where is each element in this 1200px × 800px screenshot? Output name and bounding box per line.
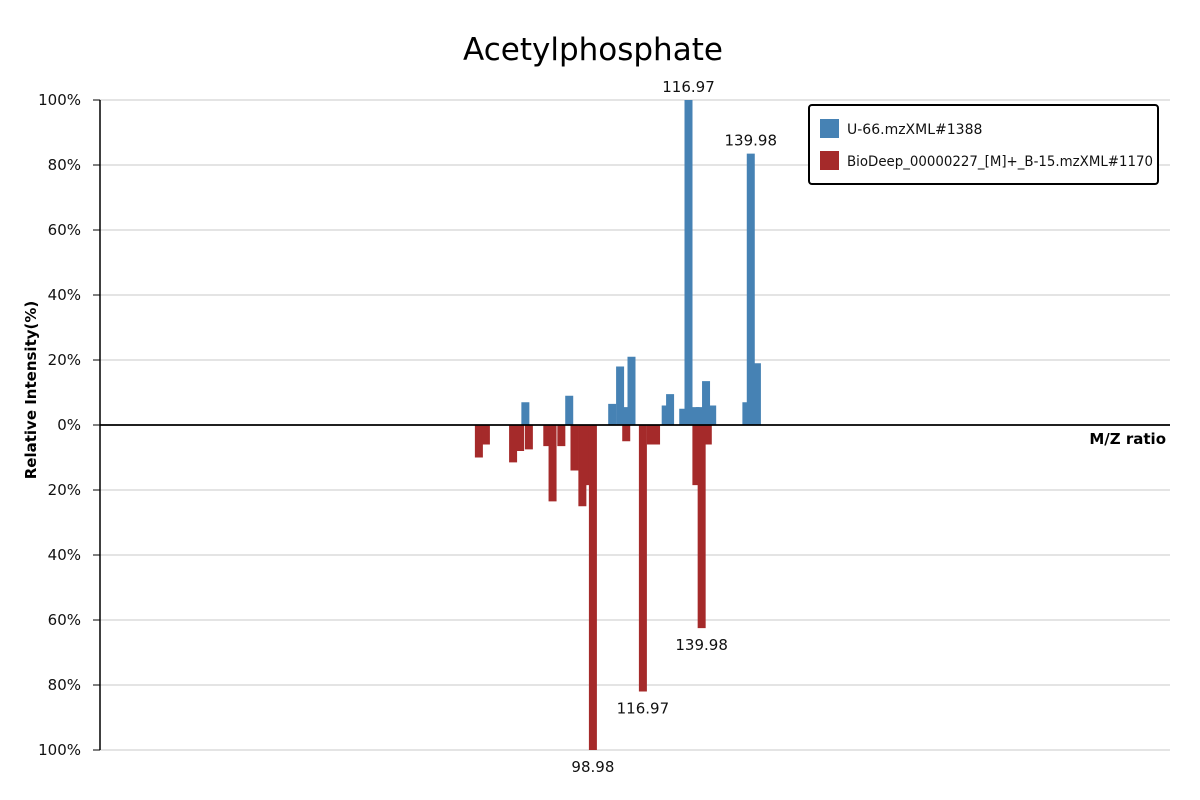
spectrum-bar-top <box>666 394 675 425</box>
spectrum-bar-bottom <box>516 425 525 451</box>
x-axis-title: M/Z ratio <box>1089 430 1166 448</box>
spectrum-bar-bottom <box>692 425 701 486</box>
spectrum-bar-bottom <box>582 425 591 486</box>
legend-swatch-top <box>820 119 839 138</box>
y-axis-title: Relative Intensity(%) <box>22 301 40 480</box>
spectrum-bar-bottom <box>588 425 597 750</box>
legend-box <box>808 104 1159 185</box>
spectrum-bar-top <box>695 407 704 425</box>
legend: U-66.mzXML#1388 BioDeep_00000227_[M]+_B-… <box>808 104 1159 185</box>
spectrum-bar-top <box>742 402 751 425</box>
y-tick-label: 60% <box>48 221 81 239</box>
chart-title: Acetylphosphate <box>463 32 723 68</box>
peak-label: 139.98 <box>725 132 778 150</box>
spectrum-bar-top <box>661 405 670 425</box>
y-tick-label: 20% <box>48 481 81 499</box>
spectrum-bar-top <box>708 405 717 425</box>
y-tick-label: 100% <box>38 741 81 759</box>
legend-swatch-bottom <box>820 151 839 170</box>
y-tick-label: 100% <box>38 91 81 109</box>
top-series-bars <box>521 100 761 425</box>
y-tick-label: 20% <box>48 351 81 369</box>
spectrum-bar-bottom <box>578 425 587 507</box>
spectrum-bar-top <box>616 366 625 425</box>
spectrum-bar-bottom <box>638 425 647 692</box>
legend-label-bottom: BioDeep_00000227_[M]+_B-15.mzXML#1170 <box>847 154 1153 170</box>
spectrum-bar-bottom <box>570 425 579 471</box>
spectrum-bar-top <box>684 100 693 425</box>
y-tick-label: 40% <box>48 286 81 304</box>
spectrum-bar-top <box>608 403 617 425</box>
spectrum-bar-top <box>691 407 700 425</box>
bottom-series-bars <box>474 425 712 750</box>
spectrum-bar-bottom <box>509 425 518 463</box>
y-tick-label: 80% <box>48 156 81 174</box>
y-tick-labels: 100% 80% 60% 40% 20% 0% 20% 40% 60% 80% 100% <box>38 91 81 759</box>
spectrum-bar-bottom <box>622 425 631 442</box>
peak-label: 116.97 <box>617 700 670 718</box>
y-tick-label: 40% <box>48 546 81 564</box>
spectrum-bar-bottom <box>557 425 566 447</box>
spectrum-bar-top <box>622 407 631 425</box>
spectrum-bar-top <box>565 395 574 425</box>
spectrum-bar-bottom <box>703 425 712 445</box>
spectrum-bar-bottom <box>543 425 552 447</box>
spectrum-bar-bottom <box>548 425 557 502</box>
y-tick-label: 0% <box>57 416 81 434</box>
peak-label: 116.97 <box>662 78 715 96</box>
y-tick-label: 60% <box>48 611 81 629</box>
y-tick-label: 80% <box>48 676 81 694</box>
spectrum-bar-bottom <box>474 425 483 458</box>
spectrum-bar-bottom <box>646 425 655 445</box>
peak-label: 98.98 <box>571 758 614 776</box>
spectrum-bar-top <box>627 356 636 425</box>
spectrum-bar-top <box>746 153 755 425</box>
spectrum-bar-bottom <box>652 425 661 445</box>
legend-label-top: U-66.mzXML#1388 <box>847 122 982 138</box>
spectrum-bar-top <box>752 363 761 425</box>
spectrum-bar-top <box>702 381 711 425</box>
spectrum-bar-bottom <box>524 425 533 450</box>
peak-labels: 116.97 139.98 139.98 116.97 98.98 <box>571 78 777 776</box>
spectrum-bar-bottom <box>697 425 706 629</box>
spectrum-bar-top <box>679 408 688 425</box>
spectrum-bar-top <box>521 402 530 425</box>
peak-label: 139.98 <box>675 636 728 654</box>
spectrum-bar-bottom <box>481 425 490 445</box>
